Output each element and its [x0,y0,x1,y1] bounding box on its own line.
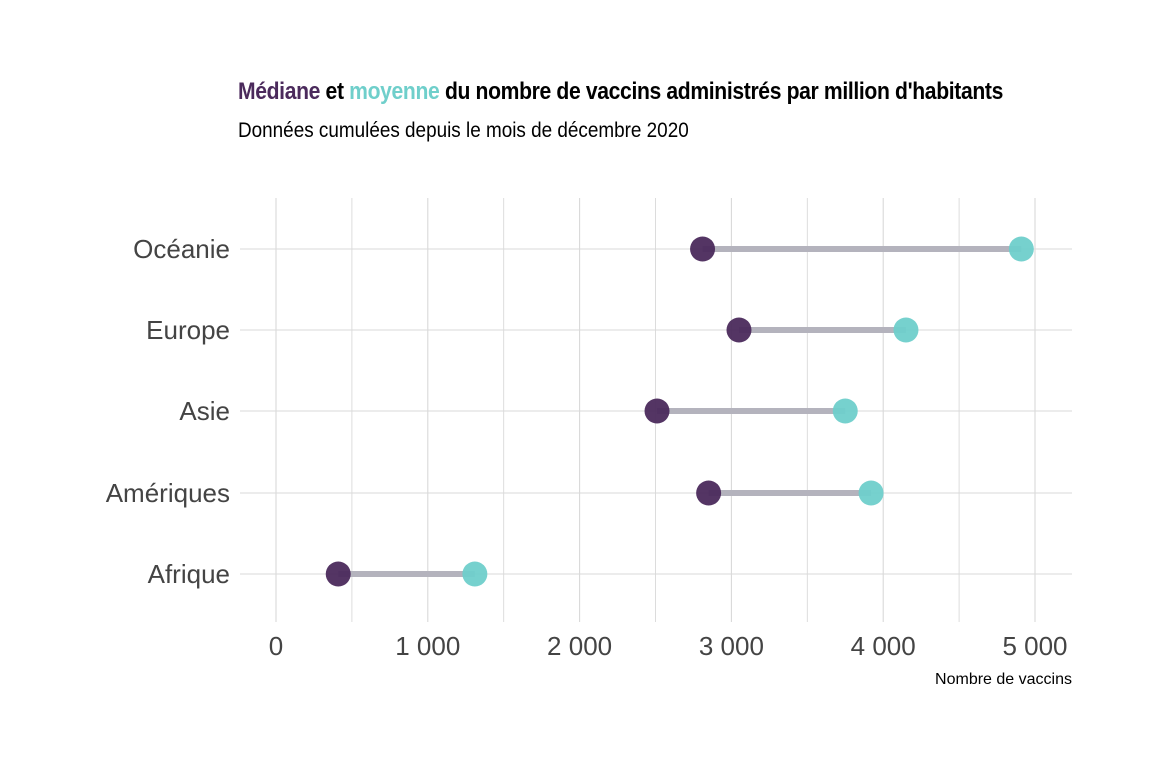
y-tick-label: Afrique [148,559,230,589]
x-tick-label: 2 000 [547,631,612,661]
y-tick-label: Asie [179,396,230,426]
y-tick-label: Amériques [106,478,230,508]
mean-point [1008,236,1034,262]
y-tick-label: Europe [146,315,230,345]
title-median-word: Médiane [238,78,321,105]
data-marks [325,236,1034,587]
median-point [726,317,752,343]
y-tick-label: Océanie [133,234,230,264]
x-tick-label: 4 000 [851,631,916,661]
median-point [325,561,351,587]
mean-point [893,317,919,343]
mean-point [858,480,884,506]
mean-point [462,561,488,587]
chart-title: Médiane et moyenne du nombre de vaccins … [238,78,1003,106]
y-axis-labels: Océanie Europe Asie Amériques Afrique [106,234,230,589]
x-axis-title: Nombre de vaccins [935,671,1072,688]
chart-subtitle: Données cumulées depuis le mois de décem… [238,119,689,142]
x-axis-labels: 0 1 000 2 000 3 000 4 000 5 000 [269,631,1068,661]
x-tick-label: 0 [269,631,283,661]
x-tick-label: 5 000 [1002,631,1067,661]
median-point [644,398,670,424]
median-point [690,236,716,262]
x-tick-label: 1 000 [395,631,460,661]
x-tick-label: 3 000 [699,631,764,661]
grid-lines [240,198,1072,622]
mean-point [832,398,858,424]
title-connector: et [320,78,350,105]
median-point [696,480,722,506]
title-mean-word: moyenne [349,78,440,105]
title-rest: du nombre de vaccins administrés par mil… [439,78,1003,105]
